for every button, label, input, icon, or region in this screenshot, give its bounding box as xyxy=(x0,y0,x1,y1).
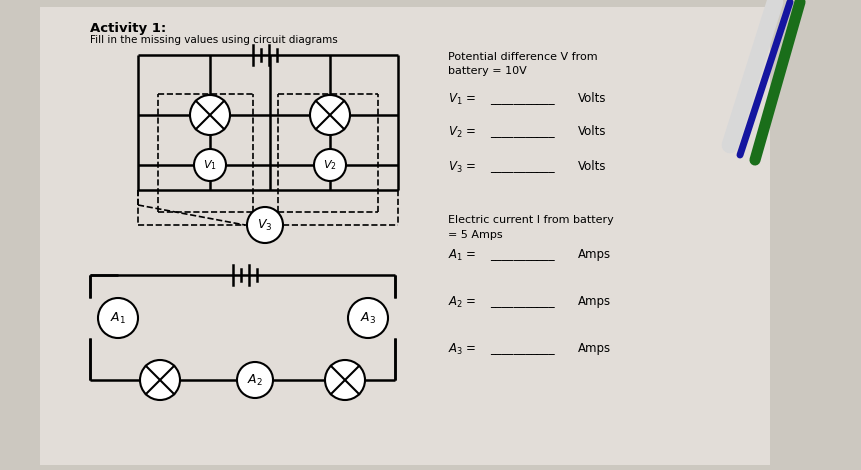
Text: ___________: ___________ xyxy=(489,342,554,355)
Text: Volts: Volts xyxy=(578,160,606,173)
Text: $A_2$: $A_2$ xyxy=(247,372,263,388)
Text: ___________: ___________ xyxy=(489,125,554,138)
Text: Volts: Volts xyxy=(578,92,606,105)
Text: battery = 10V: battery = 10V xyxy=(448,66,526,76)
Text: ___________: ___________ xyxy=(489,92,554,105)
Circle shape xyxy=(194,149,226,181)
Text: $V_2$ =: $V_2$ = xyxy=(448,125,475,140)
Text: $V_2$: $V_2$ xyxy=(323,158,337,172)
Circle shape xyxy=(313,149,345,181)
Text: ___________: ___________ xyxy=(489,295,554,308)
Circle shape xyxy=(310,95,350,135)
Circle shape xyxy=(348,298,387,338)
Text: $A_3$: $A_3$ xyxy=(360,311,375,326)
Text: $A_1$: $A_1$ xyxy=(110,311,126,326)
Text: Activity 1:: Activity 1: xyxy=(90,22,166,35)
Text: Amps: Amps xyxy=(578,295,610,308)
Text: Volts: Volts xyxy=(578,125,606,138)
Text: $V_1$ =: $V_1$ = xyxy=(448,92,475,107)
Text: $A_1$ =: $A_1$ = xyxy=(448,248,476,263)
Text: $A_3$ =: $A_3$ = xyxy=(448,342,476,357)
Text: $V_3$: $V_3$ xyxy=(257,218,272,233)
Text: ___________: ___________ xyxy=(489,248,554,261)
Text: ___________: ___________ xyxy=(489,160,554,173)
Text: Fill in the missing values using circuit diagrams: Fill in the missing values using circuit… xyxy=(90,35,338,45)
Text: Potential difference V from: Potential difference V from xyxy=(448,52,597,62)
Text: = 5 Amps: = 5 Amps xyxy=(448,230,502,240)
Circle shape xyxy=(98,298,138,338)
Text: $V_1$: $V_1$ xyxy=(203,158,217,172)
Text: Amps: Amps xyxy=(578,248,610,261)
Circle shape xyxy=(247,207,282,243)
Text: Electric current I from battery: Electric current I from battery xyxy=(448,215,613,225)
Circle shape xyxy=(189,95,230,135)
Circle shape xyxy=(237,362,273,398)
Circle shape xyxy=(325,360,364,400)
Circle shape xyxy=(139,360,180,400)
Text: $A_2$ =: $A_2$ = xyxy=(448,295,476,310)
Text: $V_3$ =: $V_3$ = xyxy=(448,160,475,175)
Text: Amps: Amps xyxy=(578,342,610,355)
